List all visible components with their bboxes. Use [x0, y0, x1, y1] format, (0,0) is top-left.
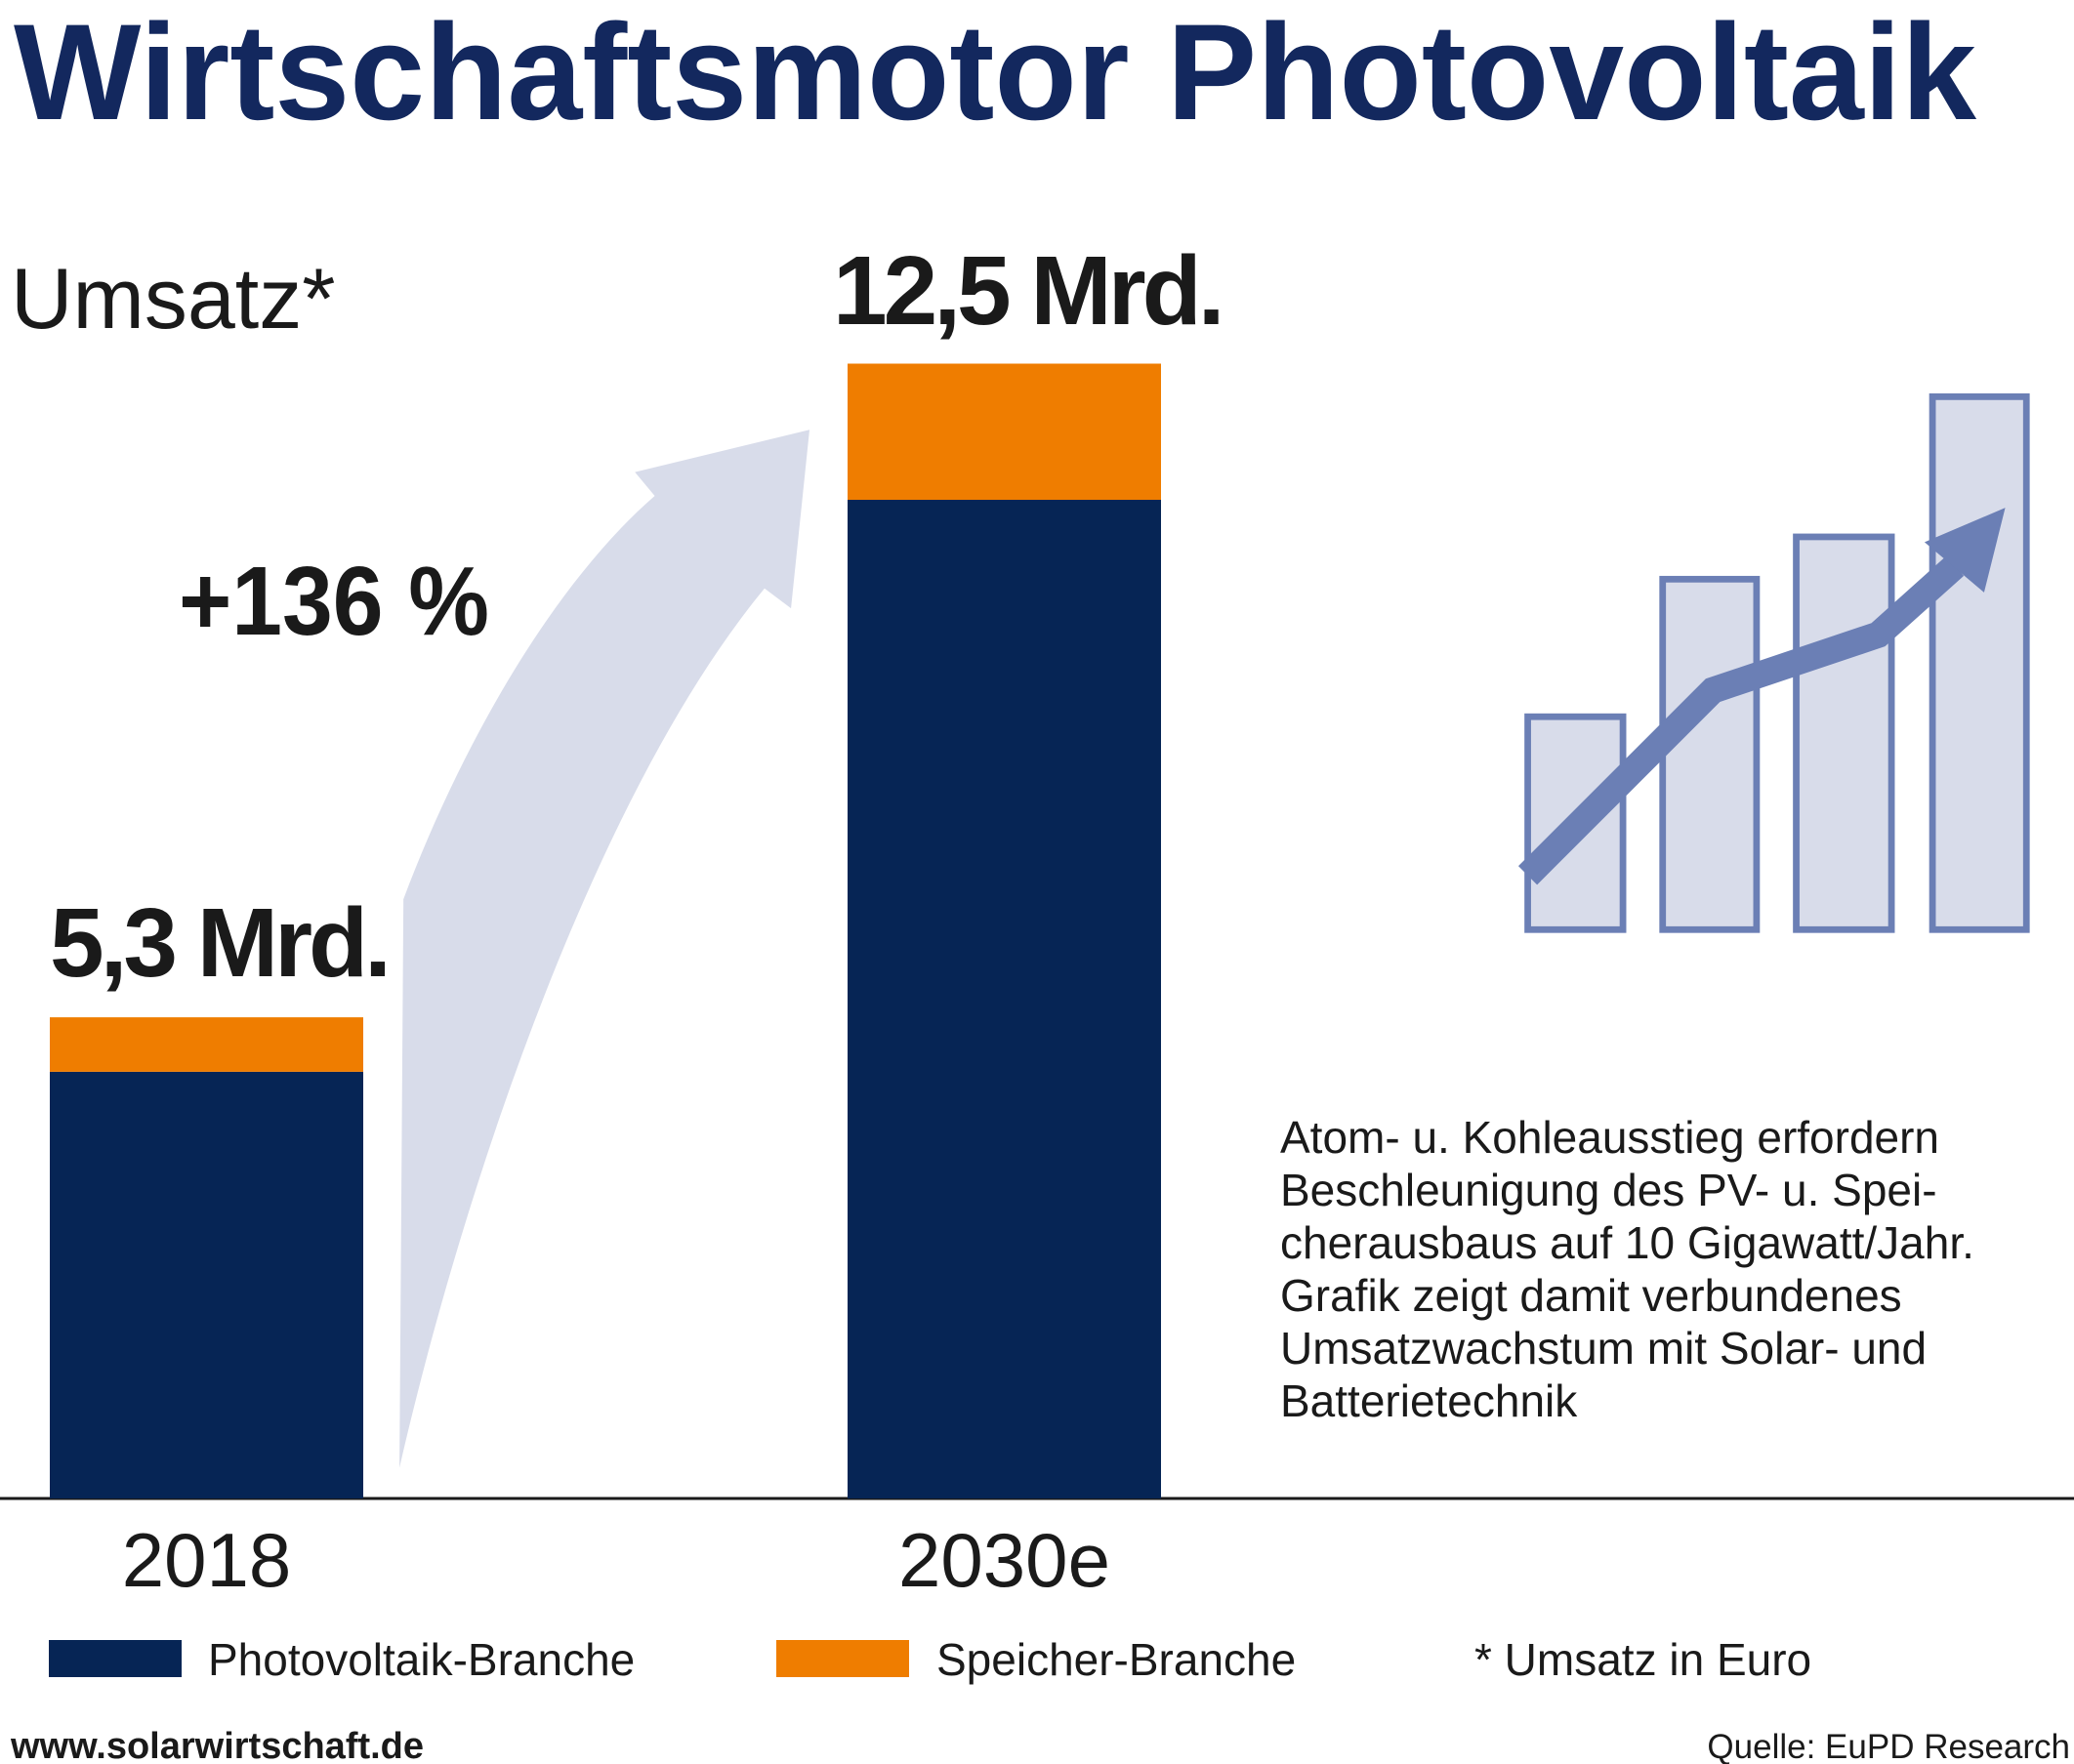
bar-segment [848, 363, 1161, 500]
bar-segment [50, 1071, 363, 1498]
legend-label: Photovoltaik-Branche [208, 1634, 635, 1685]
note-line: Atom- u. Kohleausstieg erfordern [1280, 1112, 1939, 1163]
note-line: Umsatzwachstum mit Solar- und [1280, 1323, 1927, 1374]
legend-label: Speicher-Branche [936, 1634, 1296, 1685]
legend-swatch [49, 1640, 182, 1677]
x-tick-label: 2018 [122, 1517, 292, 1603]
icon-bar [1659, 575, 1761, 933]
note-line: Beschleunigung des PV- u. Spei- [1280, 1165, 1937, 1215]
annotation: +136 % [179, 547, 489, 656]
x-tick-label: 2030e [898, 1517, 1110, 1603]
chart-title: Wirtschaftsmotor Photovoltaik [14, 0, 1976, 148]
bar-segment [848, 500, 1161, 1498]
growth-arrow-shape [399, 430, 810, 1468]
icon-bar [1793, 533, 1895, 933]
footnote: * Umsatz in Euro [1474, 1634, 1811, 1685]
icon-arrow-line [1517, 555, 1965, 885]
website: www.solarwirtschaft.de [10, 1726, 424, 1764]
icon-arrow-head [1924, 508, 2006, 593]
subtitle: Umsatz* [11, 250, 336, 347]
icon-bar [1929, 392, 2030, 933]
total-label: 12,5 Mrd. [833, 236, 1222, 346]
note-line: Batterietechnik [1280, 1375, 1578, 1426]
note-line: Grafik zeigt damit verbundenes [1280, 1270, 1902, 1321]
growth-arrow [399, 430, 810, 1468]
icon [1517, 392, 2030, 933]
source: Quelle: EuPD Research [1707, 1728, 2070, 1764]
total-label: 5,3 Mrd. [50, 888, 388, 998]
legend-swatch [776, 1640, 909, 1677]
note-line: cherausbaus auf 10 Gigawatt/Jahr. [1280, 1217, 1974, 1268]
bar-segment [50, 1017, 363, 1072]
